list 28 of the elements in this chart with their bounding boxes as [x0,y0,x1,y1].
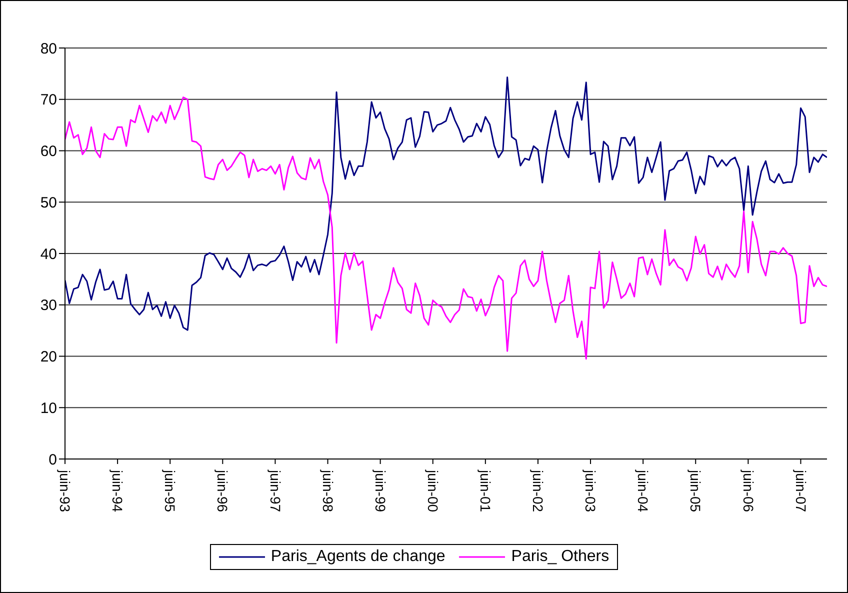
x-tick-label: juin-05 [688,469,704,512]
line-series [65,76,827,331]
x-tick-label: juin-00 [424,469,441,512]
y-tick-label: 60 [40,143,57,160]
x-tick-label: juin-97 [267,469,284,512]
y-tick-label: 80 [40,40,57,58]
x-tick-label: juin-06 [740,469,756,512]
y-tick-label: 70 [40,92,57,109]
x-tick-label: juin-01 [478,469,494,512]
y-tick-label: 30 [40,297,57,314]
x-tick-label: juin-93 [57,469,74,512]
x-tick-label: juin-94 [110,469,126,512]
y-tick-label: 0 [48,451,57,468]
x-tick-label: juin-99 [372,469,388,512]
x-tick-label: juin-04 [635,469,652,512]
legend-label: Paris_Agents de change [270,548,446,566]
x-tick-label: juin-07 [792,469,809,512]
y-tick-label: 40 [40,246,57,263]
x-tick-label: juin-02 [530,469,546,512]
x-tick-label: juin-03 [582,469,599,512]
line-series [65,96,827,360]
legend-label: Paris_ Others [511,548,610,566]
x-tick-label: juin-98 [320,469,336,512]
x-tick-label: juin-95 [162,469,178,512]
x-tick-label: juin-96 [214,469,231,512]
y-tick-label: 50 [40,194,57,212]
y-tick-label: 20 [40,348,57,366]
y-tick-label: 10 [40,400,57,417]
